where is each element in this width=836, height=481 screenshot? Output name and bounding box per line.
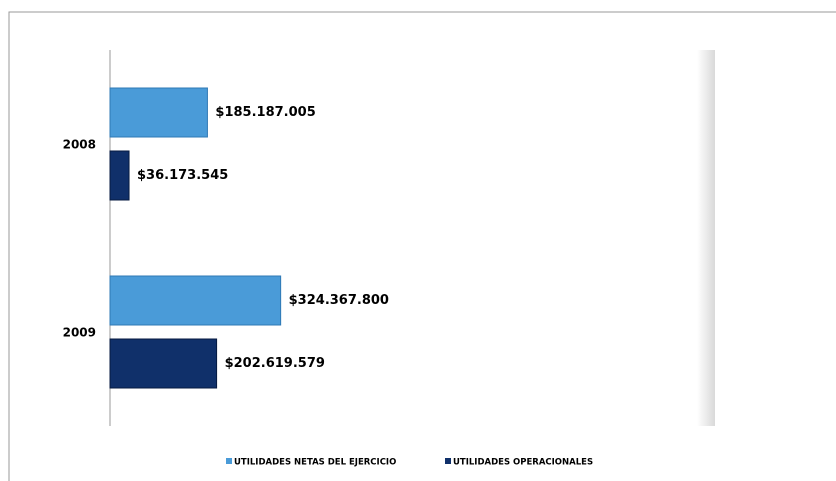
y-tick-label: 2008 xyxy=(63,138,96,152)
bar xyxy=(109,338,218,389)
bar xyxy=(109,87,208,138)
bar xyxy=(109,275,282,326)
data-label: $202.619.579 xyxy=(225,356,325,371)
bar xyxy=(109,150,130,201)
legend-swatch xyxy=(445,458,451,464)
y-tick-label: 2009 xyxy=(63,326,96,340)
data-label: $185.187.005 xyxy=(215,105,315,120)
legend-label: UTILIDADES OPERACIONALES xyxy=(453,458,593,468)
legend-label: UTILIDADES NETAS DEL EJERCICIO xyxy=(234,458,396,468)
data-label: $36.173.545 xyxy=(137,168,228,183)
legend-swatch xyxy=(226,458,232,464)
frame xyxy=(8,11,836,481)
data-label: $324.367.800 xyxy=(289,293,389,308)
